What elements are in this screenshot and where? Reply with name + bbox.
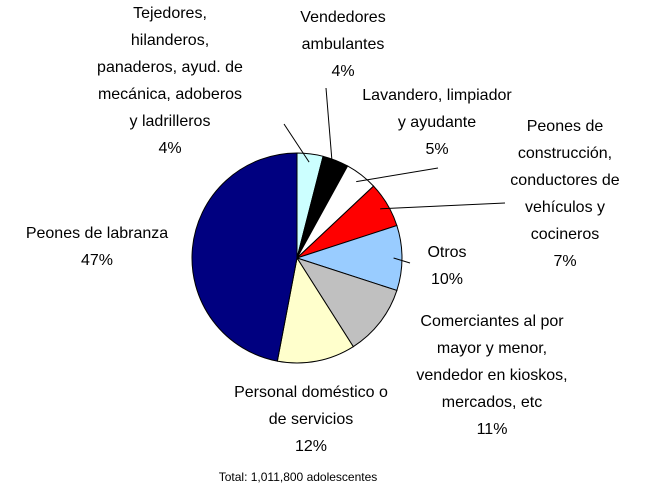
label-line: Lavandero, limpiador	[362, 87, 512, 104]
value-label: 7%	[553, 253, 576, 270]
slice-label: Peones de labranza	[26, 225, 168, 242]
label-line: Tejedores,	[133, 5, 207, 22]
label-line: cocineros	[531, 226, 599, 243]
label-line: Peones de	[527, 118, 604, 135]
leader-line	[393, 257, 411, 264]
leader-line	[283, 123, 310, 163]
label-line: mayor y menor,	[437, 340, 547, 357]
label-line: panaderos, ayud. de	[97, 59, 243, 76]
label-line: conductores de	[510, 172, 620, 189]
value-label: 47%	[81, 252, 113, 269]
slice-label: Personal doméstico o de servicios	[234, 384, 388, 428]
leader-line	[325, 87, 334, 169]
value-label: 5%	[425, 141, 448, 158]
value-label: 4%	[158, 140, 181, 157]
label-line: mecánica, adoberos	[98, 86, 242, 103]
label-line: y ayudante	[398, 114, 476, 131]
leader-line	[356, 167, 439, 183]
value-label: 11%	[477, 421, 508, 438]
label-line: y ladrilleros	[130, 113, 211, 130]
label-line: hilanderos,	[131, 32, 209, 49]
slice-label: Tejedores, hilanderos, panaderos, ayud. de…	[97, 5, 243, 130]
slice-label: Vendedores ambulantes	[300, 9, 385, 53]
value-label: 4%	[331, 63, 354, 80]
pie-slice	[295, 257, 398, 348]
label-line: vehículos y	[525, 199, 605, 216]
label-line: mercados, etc	[442, 394, 542, 411]
value-label: 10%	[431, 271, 463, 288]
label-line: ambulantes	[302, 36, 385, 53]
label-line: de servicios	[269, 411, 353, 428]
label-line: Vendedores	[300, 9, 385, 26]
slice-label: Comerciantes al por mayor y menor, vendedo…	[416, 313, 567, 411]
label-line: Peones de labranza	[26, 225, 168, 242]
label-line: Otros	[427, 244, 466, 261]
label-line: vendedor en kioskos,	[416, 367, 567, 384]
label-line: construcción,	[518, 145, 612, 162]
value-label: 12%	[295, 438, 327, 455]
pie-slice	[191, 152, 298, 362]
label-line: Comerciantes al por	[420, 313, 564, 330]
slice-label: Peones de construcción, conductores de vehí…	[510, 118, 620, 243]
slice-label: Otros	[427, 244, 466, 261]
label-line: Personal doméstico o	[234, 384, 388, 401]
slice-label: Lavandero, limpiador y ayudante	[362, 87, 512, 131]
chart-note: Total: 1,011,800 adolescentes	[219, 470, 378, 484]
pie-slice	[276, 256, 354, 364]
leader-line	[380, 202, 506, 210]
